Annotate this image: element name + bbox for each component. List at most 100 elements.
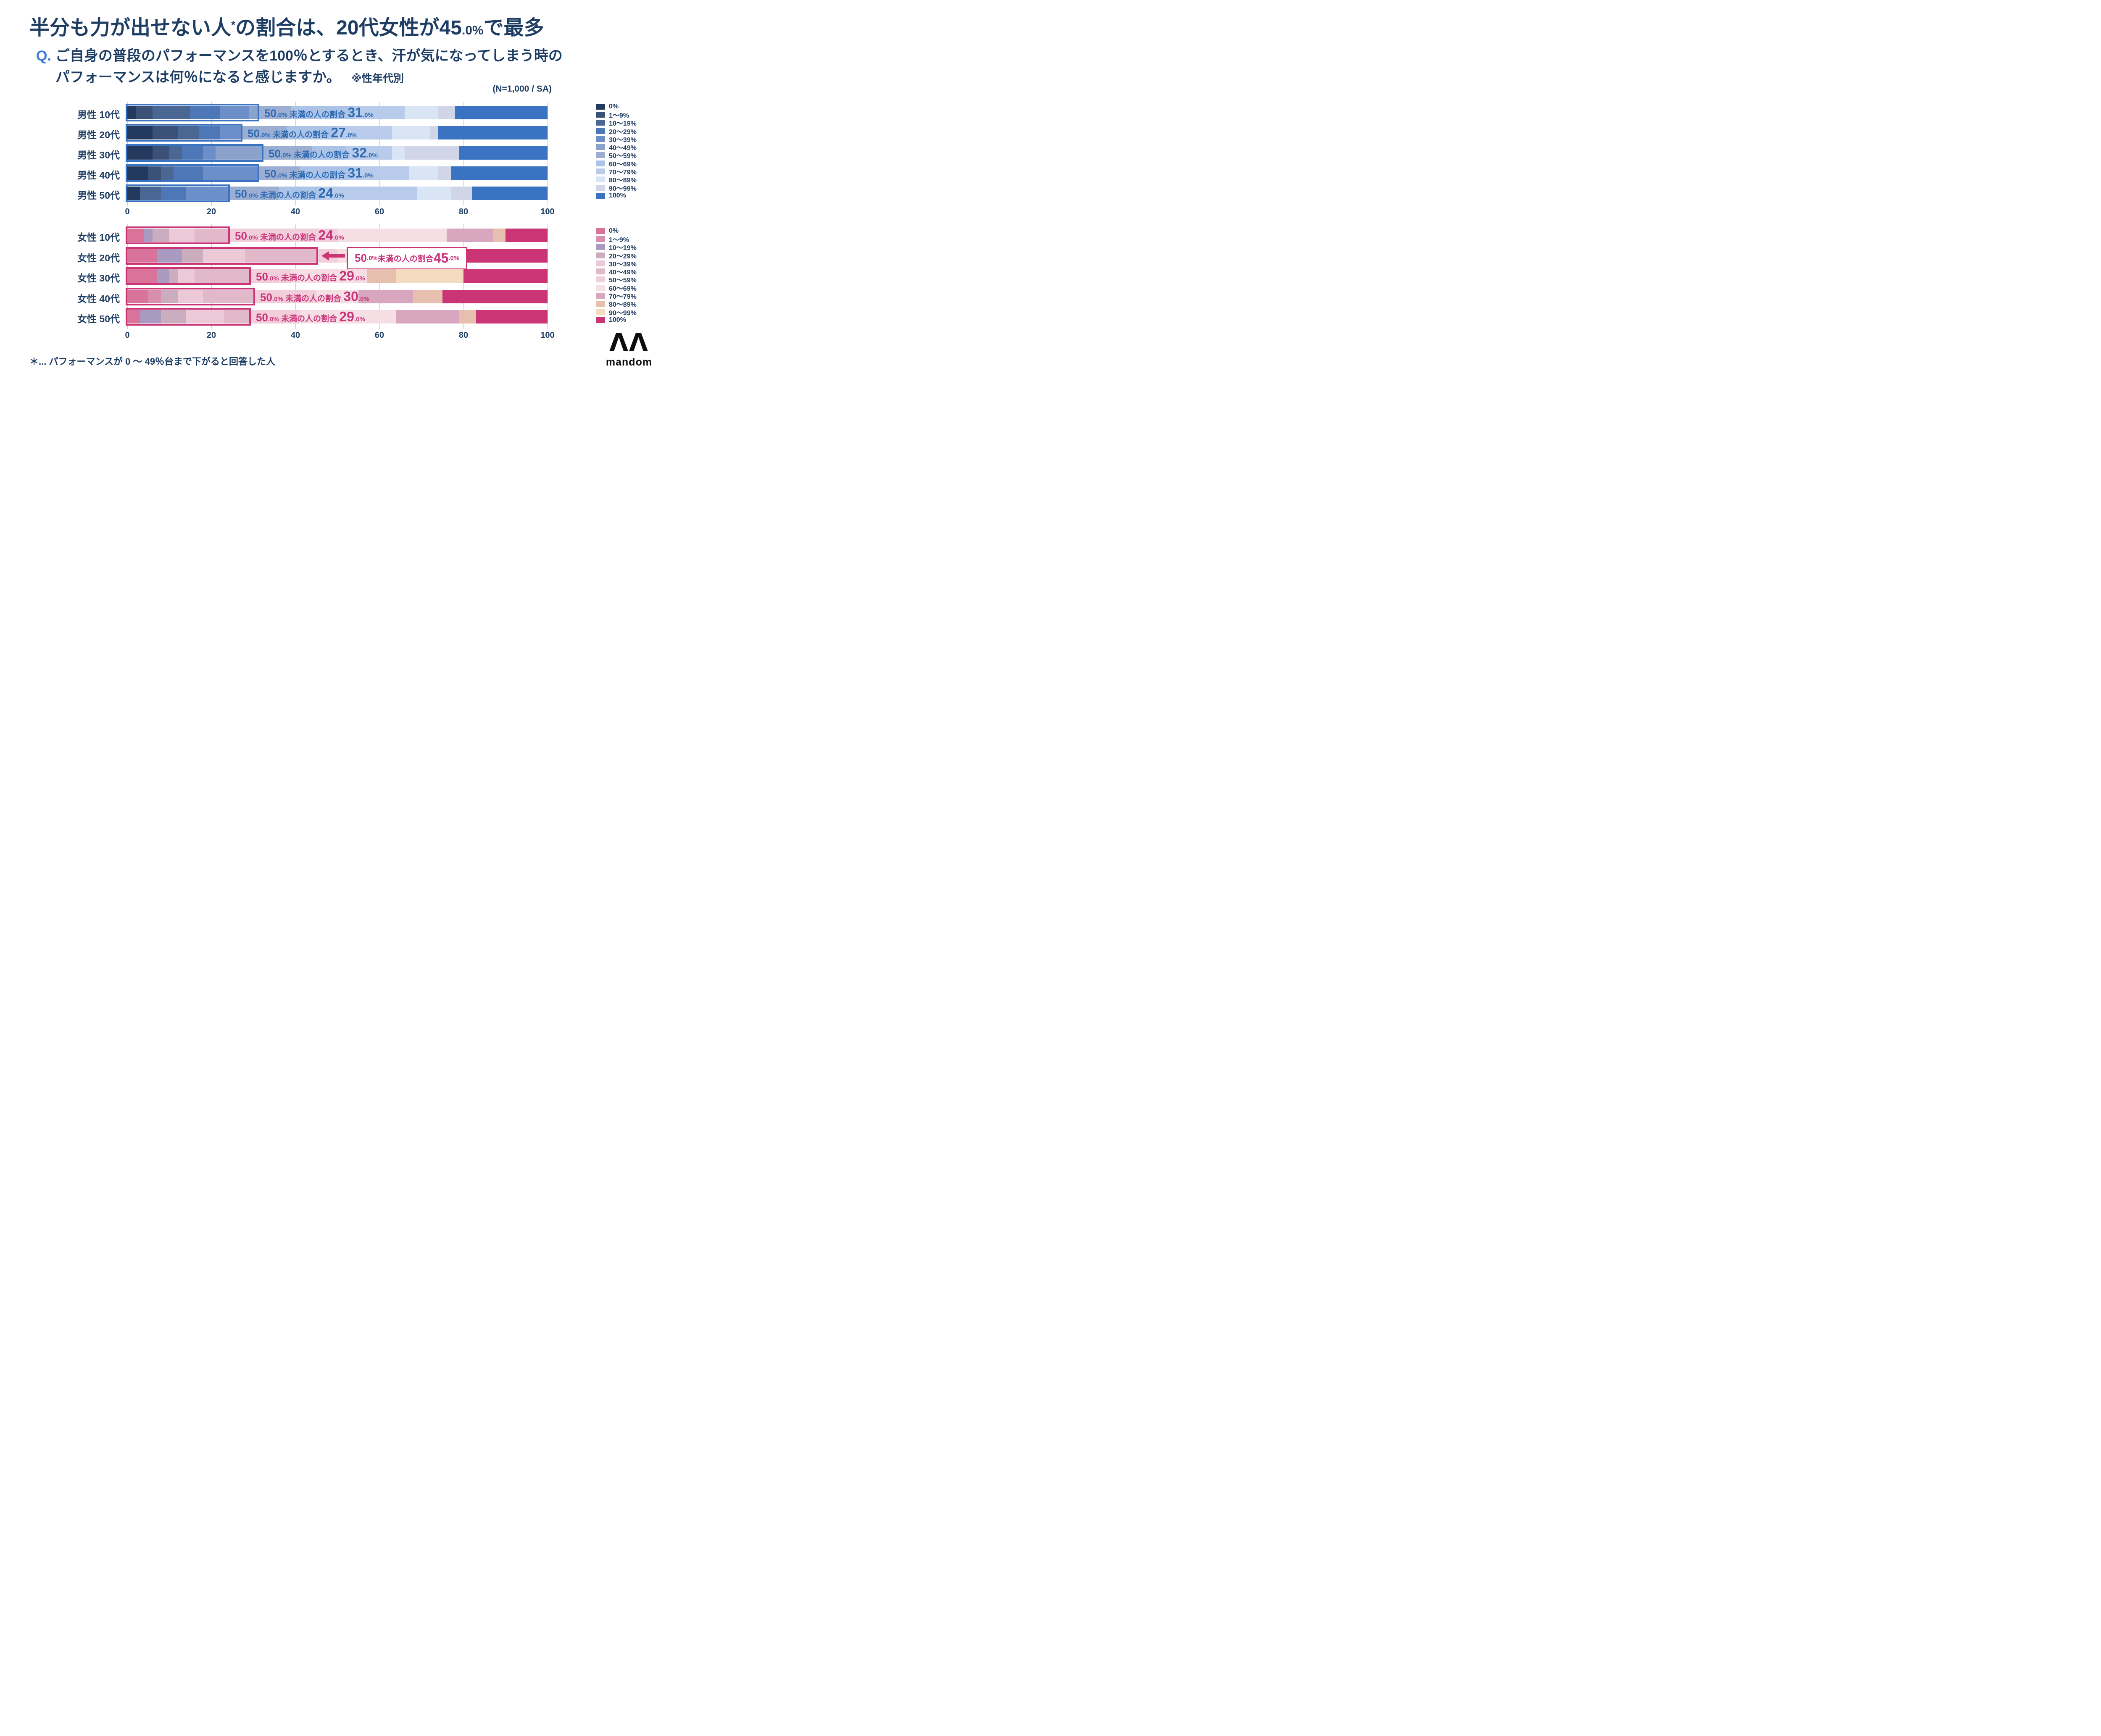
under50-highlight-box [126, 164, 259, 182]
bar-segment [127, 229, 144, 242]
question-line1: ご自身の普段のパフォーマンスを100％とするとき、汗が気になってしまう時の [55, 48, 563, 64]
bar-segment [258, 166, 300, 180]
bar-segment [405, 106, 438, 119]
legend-swatch [596, 136, 605, 142]
bar-segment [153, 126, 178, 139]
bar-segment [178, 289, 203, 303]
bar-segment [127, 289, 148, 303]
under50-value-number: 45 [433, 250, 449, 266]
under50-label-text: 未満の人の割合 [258, 191, 319, 200]
bar-segment [136, 106, 153, 119]
legend-item: 50〜59% [596, 276, 637, 284]
axis-tick-label: 40 [290, 331, 300, 340]
bar-segment [144, 229, 153, 242]
legend-item: 1〜9% [596, 110, 637, 119]
legend-swatch [596, 111, 605, 118]
bar-segment [190, 106, 220, 119]
under50-value-number: 30 [343, 289, 358, 304]
legend-item: 60〜69% [596, 159, 637, 168]
bar-segment [463, 269, 548, 283]
under50-highlight-box [126, 124, 242, 142]
bar-segment [455, 106, 548, 119]
bar-segment [140, 310, 161, 324]
legend-item: 20〜29% [596, 127, 637, 136]
under50-threshold-suffix: .0% [276, 172, 287, 179]
under50-highlight-box [126, 104, 259, 121]
legend-label: 60〜69% [609, 160, 637, 168]
bar-segment [337, 126, 392, 139]
bar-segment [161, 310, 186, 324]
legend-item: 10〜19% [596, 243, 637, 252]
bar-segment [127, 187, 140, 200]
legend-swatch [596, 160, 605, 166]
legend-swatch [596, 309, 605, 315]
title-asterisk: * [231, 18, 236, 31]
bar-segment [169, 146, 182, 160]
under50-threshold-number: 50 [264, 167, 276, 180]
legend-item: 80〜89% [596, 176, 637, 184]
bar-segment [203, 146, 216, 160]
bar-segment [153, 229, 169, 242]
under50-value-number: 27 [331, 125, 346, 140]
question-block: Q. ご自身の普段のパフォーマンスを100％とするとき、汗が気になってしまう時の… [36, 45, 563, 88]
infographic-canvas: 半分も力が出せない人*の割合は、20代女性が45.0%で最多 Q. ご自身の普段… [0, 0, 672, 378]
legend-label: 40〜49% [609, 145, 637, 152]
bar-segment [493, 229, 506, 242]
under50-label: 50.0% 未満の人の割合 31.0% [264, 166, 374, 181]
axis-tick-label: 80 [458, 331, 469, 340]
under50-value-suffix: .0% [333, 234, 344, 242]
bar-segment [161, 187, 186, 200]
bar-segment [459, 310, 476, 324]
legend-item: 70〜79% [596, 167, 637, 176]
row-label: 男性 30代 [77, 150, 120, 160]
under50-label-text: 未満の人の割合 [258, 233, 319, 242]
bar-segment [127, 310, 140, 324]
page-title: 半分も力が出せない人*の割合は、20代女性が45.0%で最多 [29, 11, 544, 40]
under50-threshold-number: 50 [235, 187, 247, 200]
bar-row [127, 310, 548, 324]
bar-segment [476, 310, 548, 324]
legend-label: 0% [609, 103, 619, 110]
legend-swatch [596, 176, 605, 183]
legend: 0% 1〜9% 10〜19% 20〜29% 30〜39% 40〜49% 50〜59% 60〜6… [596, 103, 637, 200]
bar-segment [127, 166, 148, 180]
legend-item: 1〜9% [596, 235, 637, 244]
bar-segment [245, 249, 316, 263]
under50-threshold-number: 50 [247, 127, 260, 140]
bar-segment [312, 146, 346, 160]
mandom-logo-icon: ΛΛ [609, 328, 649, 357]
bar-segment [148, 289, 161, 303]
bar-segment [249, 269, 291, 283]
legend-label: 10〜19% [609, 120, 637, 128]
under50-threshold-number: 50 [260, 291, 272, 303]
under50-threshold-suffix: .0% [247, 234, 258, 242]
bar-segment [409, 166, 438, 180]
bar-segment [438, 166, 451, 180]
legend-swatch [596, 293, 605, 299]
bar-segment [241, 126, 287, 139]
under50-value-number: 24 [318, 185, 333, 201]
bar-segment [438, 126, 548, 139]
bar-segment [169, 229, 195, 242]
bar-segment [195, 229, 228, 242]
bar-segment [249, 106, 258, 119]
bar-segment [396, 310, 459, 324]
bar-segment [350, 166, 409, 180]
under50-value-number: 29 [339, 268, 354, 284]
bar-segment [451, 166, 548, 180]
under50-label-text: 未満の人の割合 [283, 294, 344, 303]
row-label: 女性 10代 [77, 232, 120, 243]
under50-label-text: 未満の人の割合 [287, 171, 348, 180]
legend-item: 50〜59% [596, 151, 637, 160]
bar-segment [300, 166, 350, 180]
bar-segment [413, 289, 442, 303]
under50-value-suffix: .0% [333, 192, 344, 200]
legend-label: 60〜69% [609, 285, 637, 292]
under50-label-text: 未満の人の割合 [279, 314, 340, 324]
legend-label: 90〜99% [609, 309, 637, 317]
legend-item: 70〜79% [596, 292, 637, 300]
under50-value-number: 31 [348, 105, 363, 120]
sample-size-note: (N=1,000 / SA) [492, 84, 552, 94]
row-label: 女性 30代 [77, 273, 120, 284]
legend-label: 0% [609, 227, 619, 234]
